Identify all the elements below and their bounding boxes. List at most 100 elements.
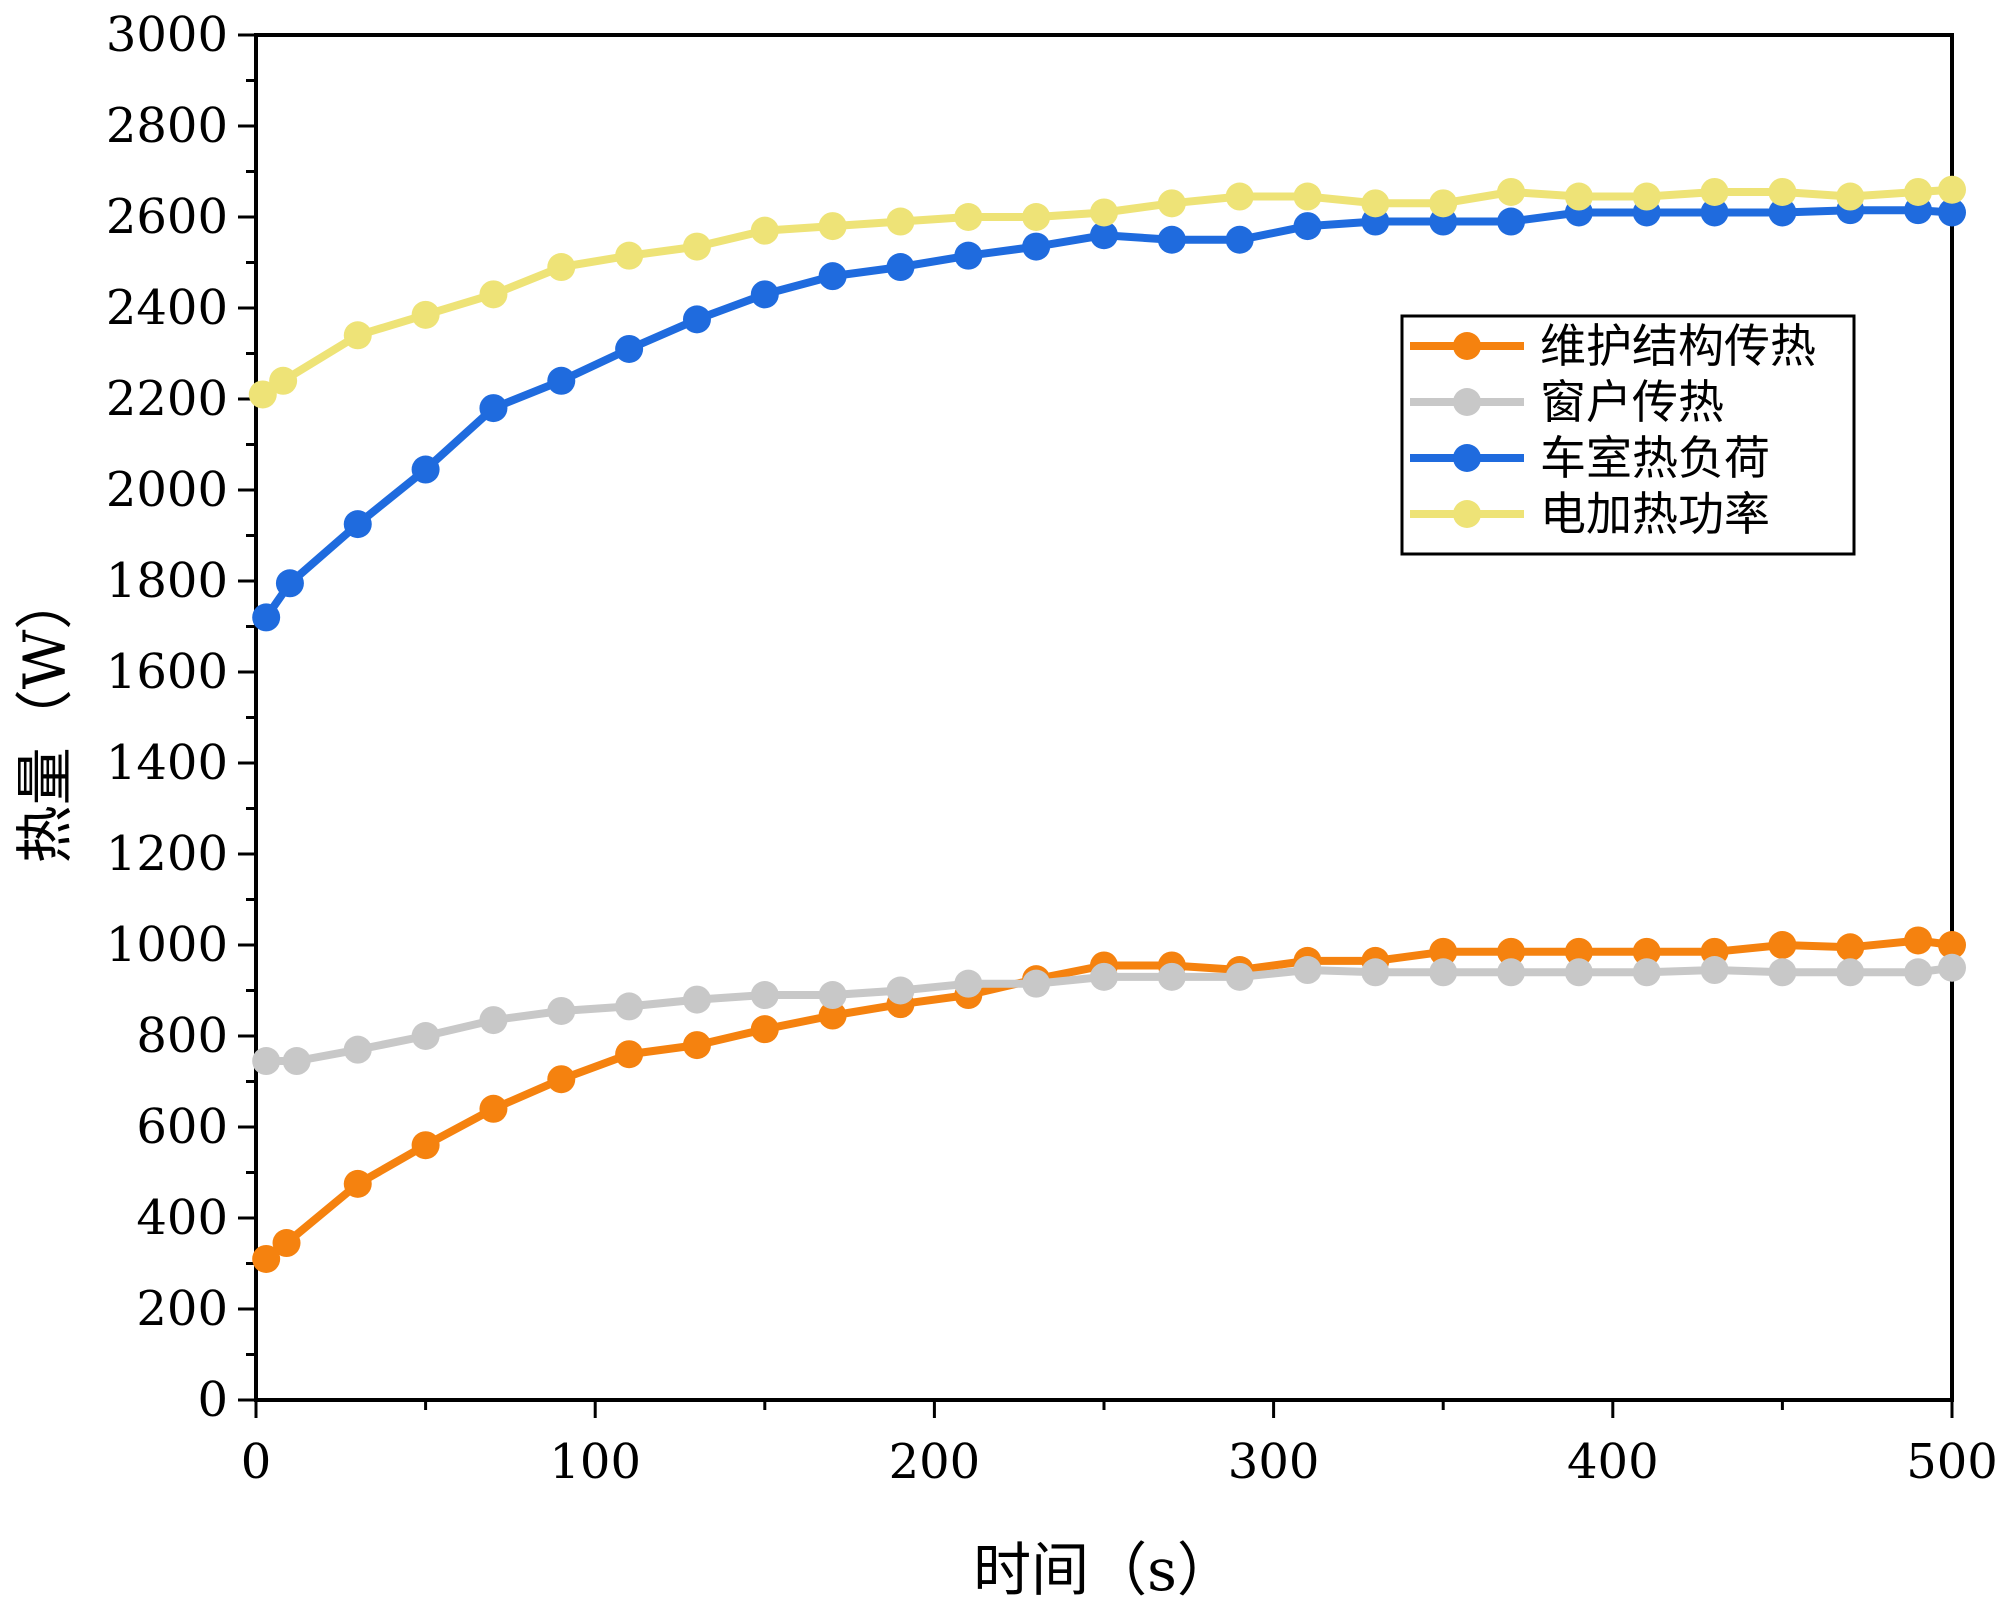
series-1 bbox=[252, 953, 1966, 1076]
y-tick-label: 1800 bbox=[106, 553, 228, 609]
data-point bbox=[479, 394, 508, 423]
data-point bbox=[1497, 177, 1526, 206]
x-tick-label: 100 bbox=[549, 1434, 641, 1490]
data-point bbox=[1429, 189, 1458, 218]
data-point bbox=[1497, 937, 1526, 966]
y-tick-label: 1200 bbox=[106, 826, 228, 882]
data-point bbox=[1938, 175, 1966, 204]
data-point bbox=[343, 321, 372, 350]
data-point bbox=[343, 1035, 372, 1064]
legend-swatch-marker bbox=[1453, 444, 1481, 472]
data-point bbox=[1632, 937, 1661, 966]
data-point bbox=[547, 253, 576, 282]
data-point bbox=[252, 1047, 281, 1076]
data-point bbox=[886, 253, 915, 282]
data-point bbox=[1768, 958, 1797, 987]
data-point bbox=[954, 203, 983, 231]
data-point bbox=[1938, 953, 1966, 982]
data-point bbox=[682, 232, 711, 261]
data-point bbox=[1904, 926, 1933, 955]
data-point bbox=[1090, 221, 1118, 250]
y-tick-label: 2200 bbox=[106, 371, 228, 427]
data-point bbox=[1429, 937, 1458, 966]
legend-swatch-marker bbox=[1453, 332, 1481, 360]
series-group bbox=[248, 175, 1966, 1273]
data-point bbox=[547, 366, 576, 395]
data-point bbox=[1904, 177, 1933, 206]
data-point bbox=[1157, 962, 1186, 991]
y-tick-label: 200 bbox=[136, 1281, 228, 1337]
data-point bbox=[615, 241, 644, 270]
data-point bbox=[886, 976, 915, 1005]
data-point bbox=[1836, 933, 1865, 962]
data-point bbox=[750, 280, 779, 309]
data-point bbox=[1564, 937, 1593, 966]
data-point bbox=[954, 241, 983, 270]
data-point bbox=[411, 455, 440, 484]
data-point bbox=[1700, 177, 1729, 206]
data-point bbox=[615, 1040, 644, 1069]
data-point bbox=[547, 996, 576, 1025]
data-point bbox=[750, 981, 779, 1010]
data-point bbox=[1768, 198, 1797, 227]
data-point bbox=[252, 603, 281, 632]
x-axis-title: 时间（s） bbox=[973, 1536, 1235, 1603]
data-point bbox=[282, 1047, 311, 1076]
data-point bbox=[1225, 182, 1254, 211]
data-point bbox=[1768, 177, 1797, 206]
legend-label: 窗户传热 bbox=[1540, 375, 1724, 429]
data-point bbox=[343, 510, 372, 539]
y-tick-label: 1000 bbox=[106, 917, 228, 973]
x-tick-label: 300 bbox=[1228, 1434, 1320, 1490]
data-point bbox=[954, 969, 983, 998]
data-point bbox=[479, 1094, 508, 1123]
y-tick-label: 2000 bbox=[106, 462, 228, 518]
data-point bbox=[818, 981, 847, 1010]
data-point bbox=[818, 212, 847, 241]
data-point bbox=[1632, 958, 1661, 987]
y-tick-label: 2400 bbox=[106, 280, 228, 336]
data-point bbox=[750, 216, 779, 245]
y-tick-label: 800 bbox=[136, 1008, 228, 1064]
data-point bbox=[1700, 956, 1729, 985]
legend-item: 车室热负荷 bbox=[1410, 431, 1770, 485]
data-point bbox=[818, 1001, 847, 1030]
y-axis-title: 热量（W） bbox=[11, 572, 79, 864]
data-point bbox=[1836, 182, 1865, 211]
y-tick-label: 600 bbox=[136, 1099, 228, 1155]
data-point bbox=[1904, 958, 1933, 987]
legend-item: 维护结构传热 bbox=[1410, 319, 1816, 373]
data-point bbox=[1293, 182, 1322, 211]
data-point bbox=[1157, 225, 1186, 254]
data-point bbox=[1700, 198, 1729, 227]
legend-item: 窗户传热 bbox=[1410, 375, 1724, 429]
data-point bbox=[1293, 212, 1322, 241]
data-point bbox=[1938, 931, 1966, 959]
legend-label: 电加热功率 bbox=[1540, 487, 1770, 541]
data-point bbox=[1225, 962, 1254, 991]
data-point bbox=[1022, 232, 1051, 261]
data-point bbox=[1225, 225, 1254, 254]
data-point bbox=[1836, 958, 1865, 987]
legend-swatch-marker bbox=[1453, 388, 1481, 416]
data-point bbox=[1564, 958, 1593, 987]
x-tick-label: 0 bbox=[241, 1434, 272, 1490]
data-point bbox=[886, 207, 915, 236]
data-point bbox=[1090, 962, 1118, 991]
data-point bbox=[1768, 931, 1797, 959]
legend-label: 车室热负荷 bbox=[1540, 431, 1770, 485]
data-point bbox=[750, 1015, 779, 1044]
data-point bbox=[818, 262, 847, 291]
data-point bbox=[343, 1169, 372, 1198]
legend-item: 电加热功率 bbox=[1410, 487, 1770, 541]
data-point bbox=[479, 280, 508, 309]
data-point bbox=[547, 1065, 576, 1094]
data-point bbox=[615, 992, 644, 1021]
data-point bbox=[411, 1131, 440, 1160]
data-point bbox=[1632, 182, 1661, 211]
y-tick-label: 400 bbox=[136, 1190, 228, 1246]
data-point bbox=[479, 1006, 508, 1035]
data-point bbox=[1497, 958, 1526, 987]
